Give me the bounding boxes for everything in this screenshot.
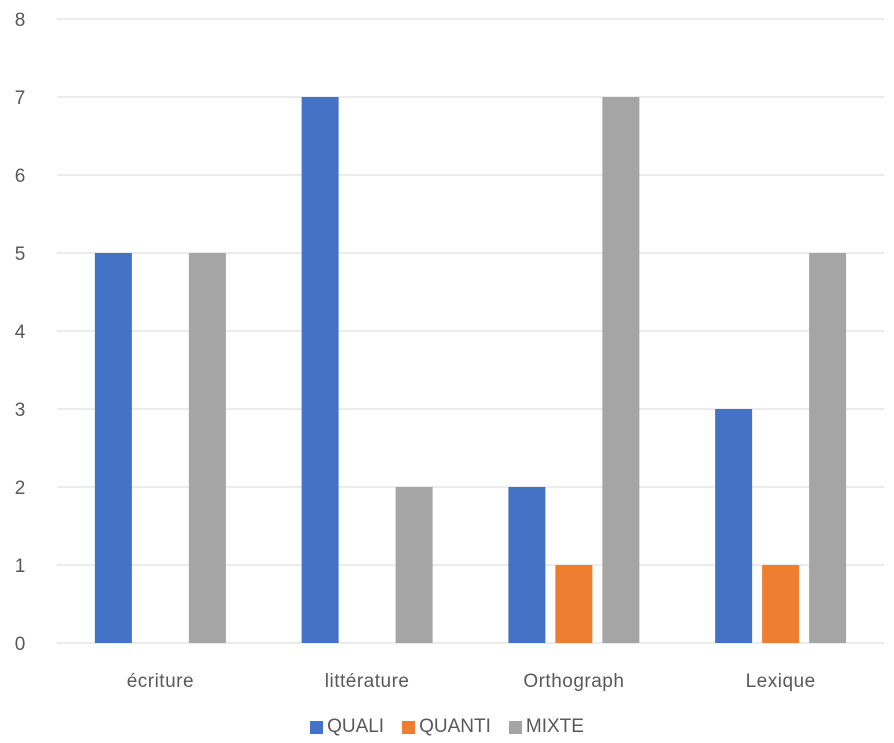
legend-label: MIXTE: [525, 716, 584, 737]
y-tick-label: 0: [15, 634, 26, 655]
legend-swatch: [310, 720, 324, 734]
bar-quali-2: [508, 487, 546, 643]
x-axis-categories: écriture littérature Orthograph Lexique: [127, 671, 816, 692]
x-category-label: Lexique: [746, 671, 816, 692]
y-tick-label: 5: [15, 244, 26, 265]
y-tick-label: 8: [15, 10, 26, 31]
legend: QUALI QUANTI MIXTE: [0, 716, 894, 738]
y-tick-label: 6: [15, 166, 26, 187]
y-tick-label: 3: [15, 400, 26, 421]
bar-quanti-3: [762, 565, 800, 643]
grid-lines: [57, 18, 884, 644]
legend-label: QUALI: [327, 716, 385, 737]
legend-swatch: [402, 720, 416, 734]
bar-quali-1: [301, 97, 339, 643]
x-category-label: écriture: [127, 671, 194, 692]
y-tick-label: 4: [15, 322, 26, 343]
bar-quanti-2: [555, 565, 593, 643]
bar-mixte-0: [188, 253, 226, 643]
x-category-label: littérature: [325, 671, 410, 692]
legend-item-mixte: MIXTE: [508, 716, 584, 738]
legend-label: QUANTI: [419, 716, 491, 737]
legend-item-quali: QUALI: [310, 716, 384, 738]
y-axis-ticks: 0 1 2 3 4 5 6 7 8: [15, 10, 26, 655]
bar-mixte-3: [809, 253, 847, 643]
legend-item-quanti: QUANTI: [402, 716, 491, 738]
x-category-label: Orthograph: [523, 671, 624, 692]
bar-chart: 0 1 2 3 4 5 6 7 8 écriture littérature Orthograph L…: [15, 10, 884, 692]
bar-mixte-2: [602, 97, 640, 643]
bar-quali-0: [94, 253, 132, 643]
bar-mixte-1: [395, 487, 433, 643]
bars: [94, 97, 847, 643]
bar-quali-3: [715, 409, 753, 643]
y-tick-label: 7: [15, 88, 26, 109]
y-tick-label: 1: [15, 556, 26, 577]
y-tick-label: 2: [15, 478, 26, 499]
legend-swatch: [508, 720, 522, 734]
